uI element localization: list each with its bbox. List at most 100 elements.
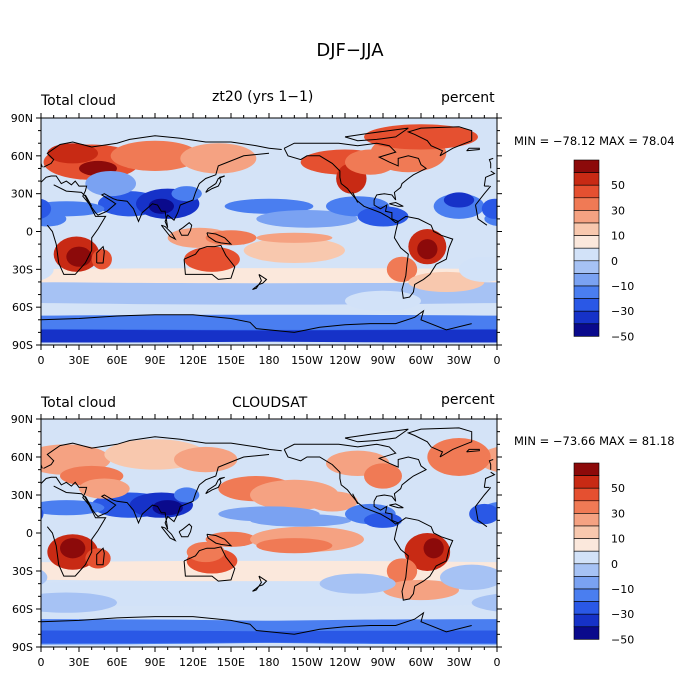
contour-region xyxy=(110,140,200,171)
colorbar-swatch xyxy=(573,222,600,236)
colorbar-label: 30 xyxy=(611,204,625,217)
panel1-axis-ticks: 0 30E 60E 90E 120E 150E 180 150W 120W 90W 60W 30W 09… xyxy=(11,112,502,367)
coastline xyxy=(389,503,404,509)
colorbar-label: 10 xyxy=(611,230,625,243)
contour-region xyxy=(386,256,418,282)
lat-tick-label: 30N xyxy=(11,188,33,201)
contour-region xyxy=(345,290,421,311)
colorbar-swatch xyxy=(573,626,600,640)
colorbar-label: 30 xyxy=(611,507,625,520)
contour-region xyxy=(443,192,475,208)
contour-region xyxy=(386,558,418,584)
colorbar-label: 0 xyxy=(611,255,618,268)
lat-tick-label: 60N xyxy=(11,150,33,163)
contour-region xyxy=(205,531,257,547)
contour-region xyxy=(469,503,497,525)
coastline xyxy=(252,575,268,592)
colorbar-swatch xyxy=(573,184,600,199)
lon-tick-label: 150E xyxy=(217,656,245,669)
lon-tick-label: 120W xyxy=(329,656,361,669)
coastline xyxy=(205,476,225,495)
contour-region xyxy=(41,269,269,283)
colorbar-swatch xyxy=(573,260,600,274)
colorbar-swatch xyxy=(573,487,600,502)
contour-region xyxy=(256,232,333,243)
colorbar-swatch xyxy=(573,550,600,565)
coastline xyxy=(206,533,233,547)
colorbar-swatch xyxy=(573,613,600,628)
coastline xyxy=(393,215,454,299)
lon-tick-label: 120E xyxy=(179,656,207,669)
contour-region xyxy=(41,592,117,613)
lon-tick-label: 60E xyxy=(107,354,128,367)
coastline xyxy=(41,454,270,530)
coastline xyxy=(41,314,270,331)
lon-tick-label: 90E xyxy=(145,354,166,367)
contour-region xyxy=(59,538,86,559)
colorbar-swatch xyxy=(573,210,600,224)
panel2-model-label: CLOUDSAT xyxy=(232,395,308,411)
coastline xyxy=(475,185,492,206)
panel2-units-label: percent xyxy=(441,392,495,408)
colorbar-swatch xyxy=(573,298,600,312)
coastline xyxy=(183,546,236,582)
contour-region xyxy=(224,198,314,214)
lon-tick-label: 30E xyxy=(69,656,90,669)
coastline xyxy=(43,436,270,469)
lat-tick-label: 60S xyxy=(12,301,33,314)
contour-region xyxy=(471,593,497,612)
contour-region xyxy=(41,569,48,585)
coastline xyxy=(84,194,93,207)
colorbar-swatch xyxy=(573,475,600,489)
lat-tick-label: 30S xyxy=(12,565,33,578)
contour-region xyxy=(41,281,269,303)
contour-region xyxy=(364,512,402,528)
contour-region xyxy=(85,548,111,569)
contour-region xyxy=(319,573,396,594)
colorbar-label: −10 xyxy=(611,583,634,596)
colorbar-swatch xyxy=(573,172,600,186)
contour-region xyxy=(205,230,257,246)
coastline xyxy=(205,175,225,193)
contour-region xyxy=(174,487,200,503)
coastline xyxy=(268,448,282,452)
coastline xyxy=(483,471,496,488)
coastline xyxy=(178,222,193,236)
coastline xyxy=(252,273,268,290)
lon-tick-label: 0 xyxy=(494,354,501,367)
lon-tick-label: 30W xyxy=(447,656,472,669)
contour-region xyxy=(148,198,174,214)
coastline xyxy=(488,459,494,470)
coastline xyxy=(183,244,236,280)
contour-region xyxy=(41,315,269,329)
contour-region xyxy=(41,508,44,520)
coastline xyxy=(475,506,488,528)
panel1-map: 0 30E 60E 90E 120E 150E 180 150W 120W 90W 60W 30W 09… xyxy=(11,112,502,367)
contour-region xyxy=(459,256,497,282)
lat-tick-label: 90S xyxy=(12,641,33,654)
lon-tick-label: 120W xyxy=(329,354,361,367)
coastline xyxy=(41,152,270,228)
contour-region xyxy=(256,538,333,554)
coastline xyxy=(352,192,359,203)
coastline xyxy=(488,157,494,169)
colorbar-swatch xyxy=(573,525,600,539)
panel1-min-max: MIN = −78.12 MAX = 78.04 xyxy=(514,134,675,148)
colorbar-label: −50 xyxy=(611,330,634,343)
contour-region xyxy=(180,143,257,174)
contour-region xyxy=(41,630,497,644)
colorbar-swatch xyxy=(573,159,600,173)
colorbar-swatch xyxy=(573,500,600,514)
contour-region xyxy=(423,538,444,559)
coastline xyxy=(406,126,473,157)
contour-region xyxy=(364,463,402,489)
coastline xyxy=(283,142,428,224)
lon-tick-label: 90E xyxy=(145,656,166,669)
colorbar-swatch xyxy=(573,563,600,577)
lon-tick-label: 60W xyxy=(409,354,434,367)
colorbar-label: 10 xyxy=(611,533,625,546)
lon-tick-label: 90W xyxy=(371,656,396,669)
coastline xyxy=(41,616,270,633)
lat-tick-label: 30S xyxy=(12,263,33,276)
panel1-model-label: zt20 (yrs 1−1) xyxy=(212,89,314,105)
